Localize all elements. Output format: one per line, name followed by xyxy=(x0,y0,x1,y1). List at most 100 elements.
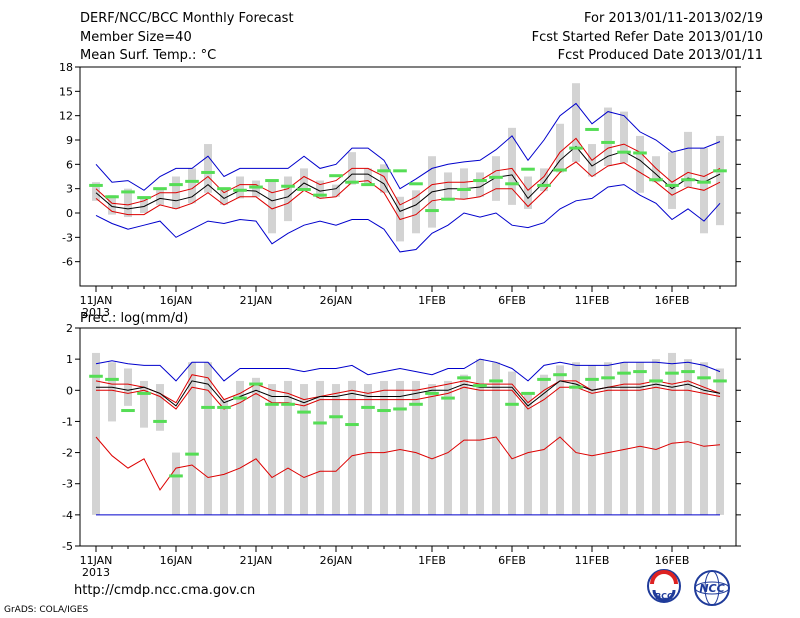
series-max xyxy=(95,358,721,382)
ncc-logo: NCC xyxy=(694,570,730,606)
member-marker xyxy=(329,415,343,419)
member-marker xyxy=(521,391,535,395)
plot-frame xyxy=(79,66,737,287)
precip-panel-title: Prec.: log(mm/d) xyxy=(80,311,189,326)
member-marker xyxy=(473,179,487,183)
member-marker xyxy=(153,187,167,191)
spread-box xyxy=(460,374,468,515)
series-max xyxy=(95,102,721,191)
x-tick-label: 26JAN xyxy=(320,554,353,567)
member-marker xyxy=(153,419,167,423)
spread-box xyxy=(300,384,308,515)
member-marker xyxy=(425,391,439,395)
member-marker xyxy=(617,371,631,375)
member-marker xyxy=(249,185,263,189)
y-tick-label: 18 xyxy=(59,61,73,74)
member-marker xyxy=(537,377,551,381)
series-min xyxy=(95,436,721,491)
spread-box xyxy=(508,371,516,515)
x-tick-label: 11JAN xyxy=(80,294,113,307)
bcc-logo-text: BCC xyxy=(655,592,673,601)
member-marker xyxy=(121,409,135,413)
spread-box xyxy=(716,368,724,515)
spread-box xyxy=(220,399,228,515)
spread-box xyxy=(588,365,596,515)
x-tick-label: 16JAN xyxy=(160,294,193,307)
member-marker xyxy=(393,169,407,173)
spread-box xyxy=(332,384,340,515)
spread-box xyxy=(156,188,164,205)
member-marker xyxy=(105,377,119,381)
x-tick-year: 2013 xyxy=(82,566,110,579)
y-tick-label: 0 xyxy=(66,207,73,220)
member-marker xyxy=(377,169,391,173)
member-marker xyxy=(265,402,279,406)
member-marker xyxy=(601,376,615,380)
member-marker xyxy=(345,180,359,184)
member-marker xyxy=(697,180,711,184)
member-marker xyxy=(201,405,215,409)
member-marker xyxy=(313,421,327,425)
x-tick-label: 26JAN xyxy=(320,294,353,307)
spread-box xyxy=(124,188,132,218)
member-marker xyxy=(681,370,695,374)
series-ensemble_mean xyxy=(96,380,721,407)
member-marker xyxy=(649,379,663,383)
member-marker xyxy=(489,379,503,383)
member-marker xyxy=(137,391,151,395)
member-size-label: Member Size=40 xyxy=(80,30,192,45)
member-marker xyxy=(393,407,407,411)
spread-box xyxy=(476,359,484,515)
member-marker xyxy=(313,193,327,197)
spread-box xyxy=(636,135,644,193)
spread-box xyxy=(604,362,612,515)
spread-box xyxy=(540,168,548,192)
y-tick-label: 6 xyxy=(66,158,73,171)
member-marker xyxy=(185,179,199,183)
spread-box xyxy=(284,380,292,515)
spread-box xyxy=(316,180,324,199)
y-tick-label: -3 xyxy=(62,231,73,244)
spread-box xyxy=(332,184,340,197)
series-min xyxy=(95,184,721,253)
spread-box xyxy=(108,362,116,422)
spread-box xyxy=(652,359,660,515)
spread-box xyxy=(348,380,356,515)
member-marker xyxy=(553,373,567,377)
series-upper xyxy=(95,137,721,206)
spread-box xyxy=(604,107,612,166)
member-marker xyxy=(489,175,503,179)
y-tick-label: -6 xyxy=(62,256,73,269)
member-marker xyxy=(569,146,583,150)
x-tick-label: 11FEB xyxy=(575,294,610,307)
bcc-logo: BCC xyxy=(647,569,681,603)
spread-box xyxy=(284,176,292,222)
member-marker xyxy=(665,183,679,187)
member-marker xyxy=(569,385,583,389)
member-marker xyxy=(473,384,487,388)
x-tick-label: 16FEB xyxy=(655,294,690,307)
spread-box xyxy=(524,176,532,209)
member-marker xyxy=(521,167,535,171)
member-marker xyxy=(297,187,311,191)
x-tick-label: 11FEB xyxy=(575,554,610,567)
spread-box xyxy=(412,380,420,515)
y-tick-label: 1 xyxy=(66,353,73,366)
member-marker xyxy=(457,376,471,380)
member-marker xyxy=(409,182,423,186)
member-marker xyxy=(633,151,647,155)
x-tick-label: 6FEB xyxy=(498,554,526,567)
spread-box xyxy=(636,362,644,515)
member-marker xyxy=(713,379,727,383)
spread-box xyxy=(364,168,372,185)
series-lower xyxy=(96,386,721,410)
member-marker xyxy=(249,382,263,386)
member-marker xyxy=(361,405,375,409)
source-url[interactable]: http://cmdp.ncc.cma.gov.cn xyxy=(74,583,256,598)
member-marker xyxy=(281,402,295,406)
member-marker xyxy=(201,170,215,174)
spread-box xyxy=(220,188,228,205)
